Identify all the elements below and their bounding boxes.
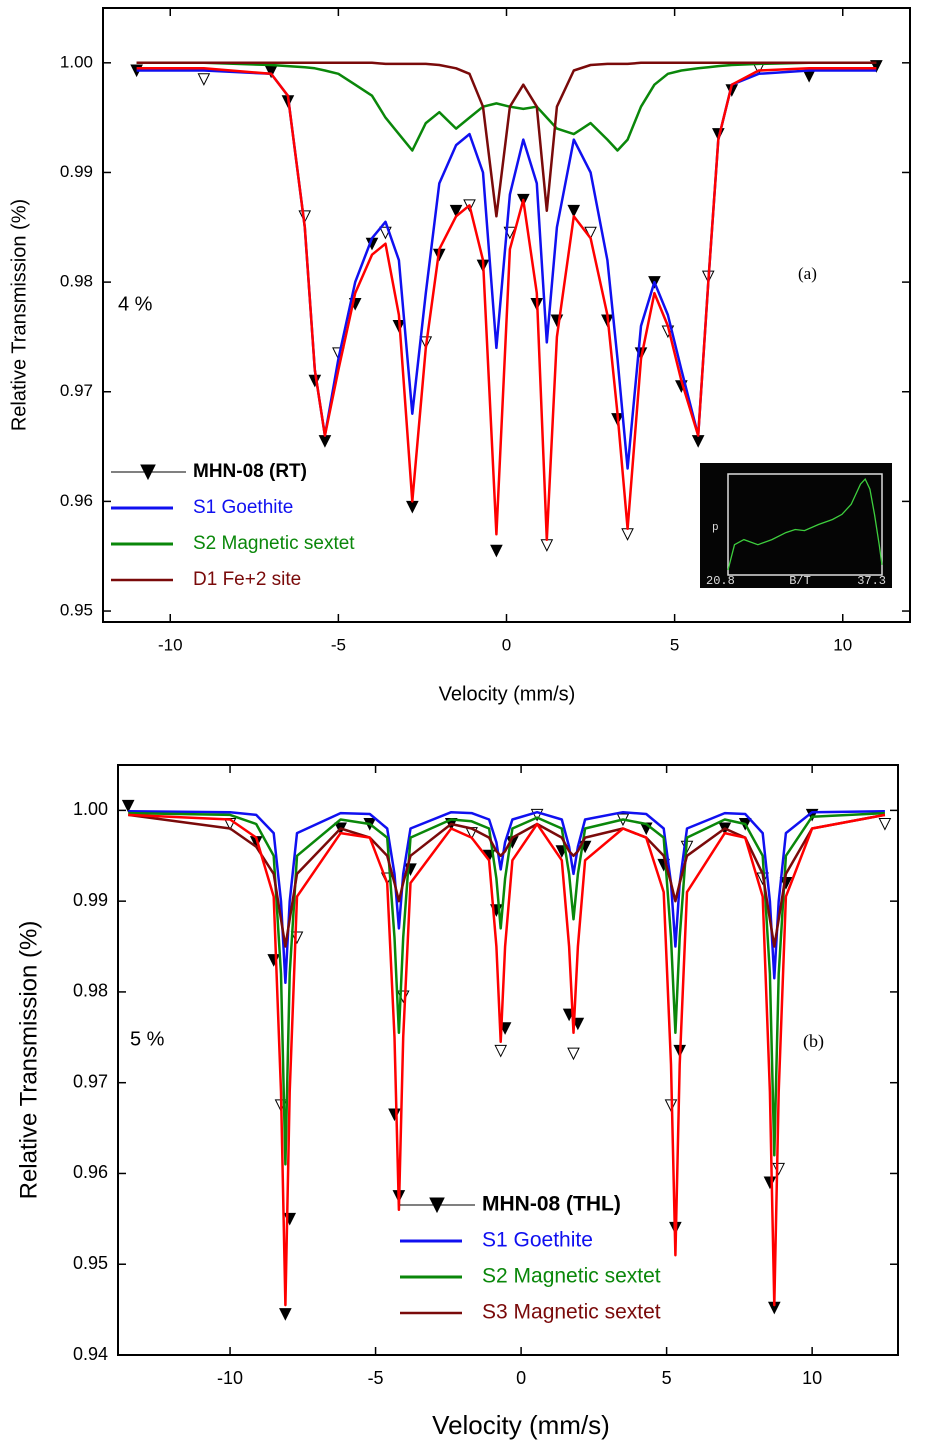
annotation: 4 % xyxy=(118,293,153,315)
data-point xyxy=(567,204,581,218)
legend-label: D1 Fe+2 site xyxy=(193,569,301,590)
legend-marker xyxy=(429,1197,445,1214)
data-point xyxy=(197,73,211,86)
legend-label: S1 Goethite xyxy=(193,497,293,518)
inset-x-label: B/T xyxy=(789,574,811,588)
y-tick-label: 1.00 xyxy=(60,52,93,71)
data-point xyxy=(121,799,135,813)
legend-label: S3 Magnetic sextet xyxy=(482,1301,661,1324)
data-point xyxy=(763,1176,777,1190)
x-tick-label: -10 xyxy=(158,635,183,654)
legend-label: S2 Magnetic sextet xyxy=(193,533,355,554)
inset-y-label: p xyxy=(712,522,719,534)
data-point xyxy=(540,539,554,552)
fit-curve xyxy=(136,67,877,542)
fit-curve xyxy=(128,810,885,985)
y-tick-label: 0.99 xyxy=(60,162,93,181)
data-point xyxy=(490,544,503,558)
x-tick-label: 0 xyxy=(502,635,511,654)
y-tick-label: 0.96 xyxy=(73,1162,108,1182)
fit-curve xyxy=(136,61,877,218)
fit-curve xyxy=(128,813,886,1307)
fit-curve xyxy=(136,61,877,152)
y-tick-label: 0.98 xyxy=(60,272,93,291)
inset-curve xyxy=(727,477,883,571)
x-axis-label: Velocity (mm/s) xyxy=(439,683,576,705)
data-point xyxy=(878,818,892,831)
x-tick-label: -5 xyxy=(331,635,346,654)
x-tick-label: 0 xyxy=(516,1368,526,1388)
x-axis-label: Velocity (mm/s) xyxy=(432,1410,610,1440)
y-axis-label: Relative Transmission (%) xyxy=(15,921,42,1200)
data-point xyxy=(621,528,634,541)
y-tick-label: 1.00 xyxy=(73,799,108,819)
y-tick-label: 0.95 xyxy=(73,1253,108,1273)
legend-label: S1 Goethite xyxy=(482,1229,593,1252)
data-point xyxy=(279,1308,292,1321)
inset-frame xyxy=(727,473,883,576)
inset-tick-label: 20.8 xyxy=(706,574,735,588)
y-tick-label: 0.97 xyxy=(73,1071,108,1091)
annotation: (b) xyxy=(803,1031,824,1052)
fit-curve xyxy=(128,811,885,1166)
data-point xyxy=(567,1047,580,1061)
y-tick-label: 0.99 xyxy=(73,890,108,910)
y-tick-label: 0.98 xyxy=(73,981,108,1001)
x-tick-label: -10 xyxy=(217,1368,243,1388)
annotation: 5 % xyxy=(130,1028,165,1050)
plot-frame xyxy=(117,764,899,1356)
y-tick-label: 0.95 xyxy=(60,601,93,620)
x-tick-label: 10 xyxy=(833,635,852,654)
x-tick-label: 10 xyxy=(802,1368,822,1388)
data-point xyxy=(494,1044,508,1058)
legend-label: MHN-08 (RT) xyxy=(193,461,307,482)
y-axis-label: Relative Transmission (%) xyxy=(8,199,30,431)
inset-tick-label: 37.3 xyxy=(857,574,886,588)
y-tick-label: 0.97 xyxy=(60,381,93,400)
annotation: (a) xyxy=(798,264,817,283)
y-tick-label: 0.94 xyxy=(73,1344,108,1364)
data-point xyxy=(318,435,332,448)
x-tick-label: -5 xyxy=(368,1368,384,1388)
data-point xyxy=(802,69,816,83)
legend-label: S2 Magnetic sextet xyxy=(482,1265,661,1288)
data-point xyxy=(772,1162,785,1176)
x-tick-label: 5 xyxy=(670,635,679,654)
data-point xyxy=(388,1108,401,1122)
legend-label: MHN-08 (THL) xyxy=(482,1193,621,1216)
data-point xyxy=(691,435,705,448)
legend-marker xyxy=(140,464,156,481)
y-tick-label: 0.96 xyxy=(60,491,93,510)
x-tick-label: 5 xyxy=(662,1368,672,1388)
data-point xyxy=(449,204,463,218)
data-point xyxy=(406,500,419,514)
data-point xyxy=(267,954,281,967)
